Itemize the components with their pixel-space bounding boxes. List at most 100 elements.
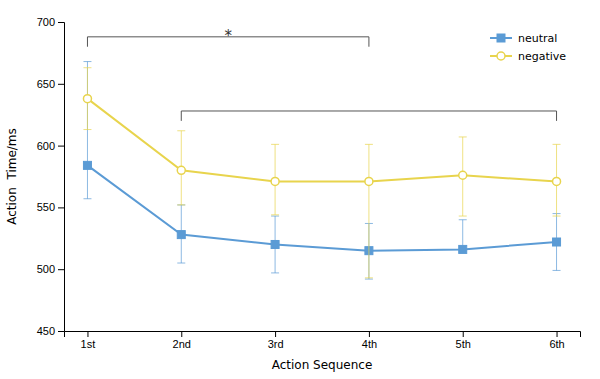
error-bar-cap: [177, 263, 185, 264]
error-bar-cap: [271, 214, 279, 215]
marker: [271, 177, 279, 185]
legend-item: negative: [490, 50, 566, 63]
line: [87, 165, 556, 250]
tick: 1st: [81, 331, 96, 350]
tick: 4th: [362, 331, 377, 350]
tick-mark: [58, 146, 64, 147]
marker: [459, 171, 467, 179]
annotation: *: [224, 27, 232, 45]
tick-mark: [58, 84, 64, 85]
tick-label: 450: [37, 325, 55, 337]
error-bar: [271, 216, 279, 273]
line: [87, 99, 556, 182]
legend-swatch-marker: [497, 52, 505, 60]
marker: [83, 95, 91, 103]
error-bar-cap: [365, 144, 373, 145]
marker: [177, 166, 185, 174]
legend-label: negative: [518, 50, 566, 63]
x-axis-title: Action Sequence: [272, 358, 373, 372]
tick-mark: [557, 331, 558, 337]
tick: 5th: [456, 331, 471, 350]
tick-label: 6th: [549, 338, 564, 350]
error-bar: [459, 137, 467, 216]
tick-mark: [58, 269, 64, 270]
error-bar-cap: [459, 216, 467, 217]
legend: neutral negative: [490, 32, 566, 63]
tick-mark: [58, 331, 64, 332]
tick-mark: [369, 331, 370, 337]
marker: [177, 231, 185, 239]
error-bar-cap: [553, 270, 561, 271]
error-bar-cap: [365, 277, 373, 278]
error-bar-stem: [87, 62, 88, 199]
marker: [83, 161, 91, 169]
error-bar-stem: [368, 144, 369, 277]
data-marks: [83, 62, 560, 280]
legend-label: neutral: [518, 32, 557, 45]
error-bar: [553, 144, 561, 216]
x-axis: 1st 2nd 3rd 4th 5th 6th: [65, 331, 581, 350]
error-bar: [271, 144, 279, 214]
error-bar-cap: [365, 279, 373, 280]
tick: 6th: [549, 331, 564, 350]
tick-mark: [275, 331, 276, 337]
bracket: [181, 111, 556, 121]
tick-label: 550: [37, 201, 55, 213]
error-bar-cap: [553, 144, 561, 145]
tick-label: 500: [37, 263, 55, 275]
tick: 3rd: [268, 331, 284, 350]
series: [83, 62, 560, 280]
error-bar: [177, 205, 185, 263]
tick-mark: [463, 331, 464, 337]
error-bar-cap: [271, 272, 279, 273]
tick: 600: [37, 140, 64, 152]
tick-mark: [58, 207, 64, 208]
tick: 650: [37, 78, 64, 90]
plot: 1st 2nd 3rd 4th 5th 6th 450 500 550 600 650 700 * neu…: [37, 16, 581, 350]
tick-label: 1st: [81, 338, 96, 350]
tick: 500: [37, 263, 64, 275]
error-bar-cap: [271, 144, 279, 145]
error-bar-cap: [271, 216, 279, 217]
tick-label: 650: [37, 78, 55, 90]
marker: [553, 238, 561, 246]
tick-label: 2nd: [173, 338, 191, 350]
axis-line: [65, 332, 581, 338]
error-bar-cap: [177, 204, 185, 205]
error-bar-cap: [83, 61, 91, 62]
legend-item: neutral: [490, 32, 557, 45]
error-bar: [83, 62, 91, 199]
error-bar: [553, 214, 561, 271]
error-bar-cap: [83, 129, 91, 130]
marker: [365, 177, 373, 185]
tick-mark: [58, 22, 64, 23]
series: [83, 68, 560, 278]
tick-label: 700: [37, 16, 55, 28]
tick: 2nd: [173, 331, 191, 350]
error-bar-cap: [459, 136, 467, 137]
tick-label: 600: [37, 140, 55, 152]
error-bar-cap: [177, 204, 185, 205]
error-bar: [177, 131, 185, 205]
error-bar-cap: [553, 216, 561, 217]
tick-mark: [181, 331, 182, 337]
marker: [271, 240, 279, 248]
y-axis-title: Action Time/ms: [5, 128, 19, 225]
tick-mark: [87, 331, 88, 337]
error-bar: [365, 144, 373, 277]
chart: 1st 2nd 3rd 4th 5th 6th 450 500 550 600 650 700 * neu…: [0, 0, 600, 379]
error-bar-cap: [83, 67, 91, 68]
tick: 700: [37, 16, 64, 28]
error-bar-cap: [83, 198, 91, 199]
error-bar-cap: [177, 130, 185, 131]
axis-line: [58, 23, 65, 332]
legend-swatch-marker: [497, 34, 505, 42]
tick-label: 4th: [362, 338, 377, 350]
marker: [459, 245, 467, 253]
tick: 450: [37, 325, 64, 337]
y-axis: 450 500 550 600 650 700: [37, 16, 65, 337]
marker: [553, 177, 561, 185]
error-bar: [83, 68, 91, 130]
tick: 550: [37, 201, 64, 213]
tick-label: 3rd: [268, 338, 284, 350]
